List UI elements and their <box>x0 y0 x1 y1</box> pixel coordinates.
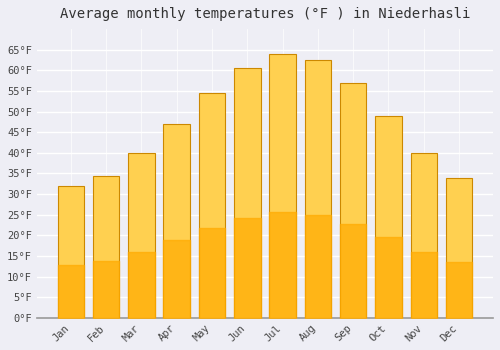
Bar <box>375 116 402 318</box>
Bar <box>410 153 437 318</box>
Bar <box>93 175 120 318</box>
Bar <box>164 124 190 318</box>
Bar <box>270 54 296 318</box>
Bar <box>128 153 154 318</box>
Title: Average monthly temperatures (°F ) in Niederhasli: Average monthly temperatures (°F ) in Ni… <box>60 7 470 21</box>
Bar <box>340 83 366 318</box>
Bar <box>234 68 260 318</box>
Bar <box>446 177 472 318</box>
Bar <box>304 60 331 318</box>
Bar <box>198 93 225 318</box>
Bar <box>58 186 84 318</box>
